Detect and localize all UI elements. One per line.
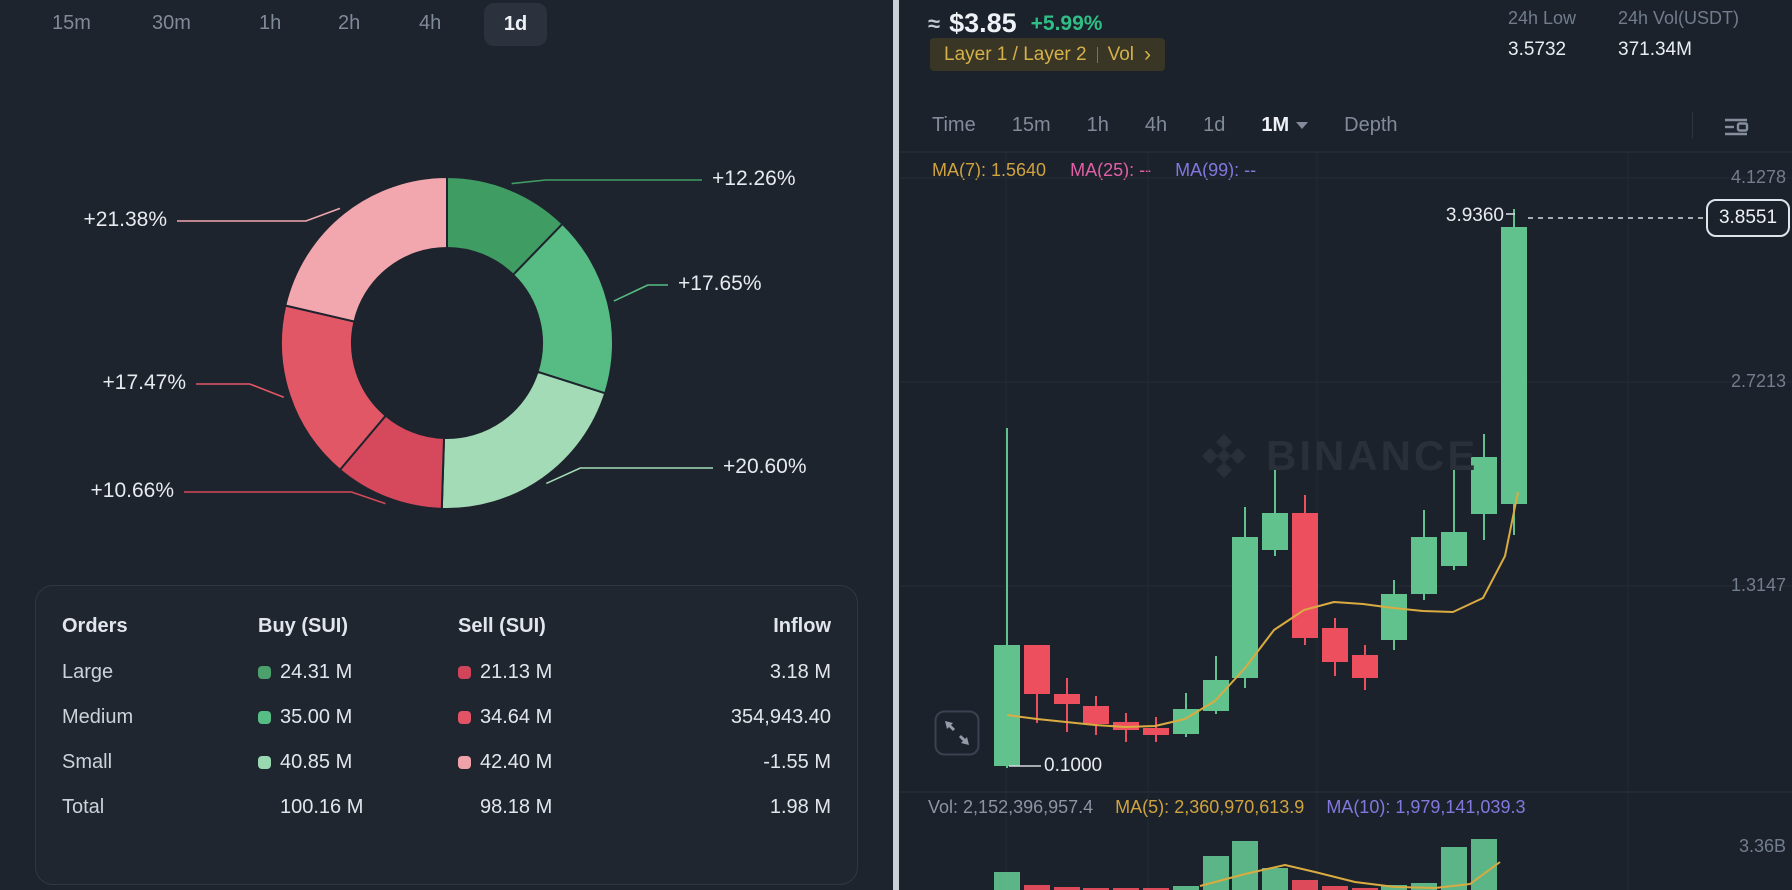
chart-panel-background (899, 0, 1792, 890)
donut-segment-label: +17.65% (678, 272, 762, 295)
interval-time[interactable]: Time (932, 113, 976, 136)
donut-segment-label: +17.47% (102, 371, 187, 394)
tag-categories-label: Layer 1 / Layer 2 (944, 43, 1087, 65)
vol-ma5-value: MA(5): 2,360,970,613.9 (1115, 797, 1305, 817)
tab-30m[interactable]: 30m (152, 12, 191, 34)
toolbar-divider (1692, 112, 1693, 138)
buy-dot (258, 711, 271, 724)
expand-chart-button[interactable] (934, 710, 980, 756)
price-axis-label: 4.1278 (1730, 167, 1786, 187)
ma99-value: MA(99): -- (1175, 160, 1257, 180)
chevron-down-icon (1296, 121, 1309, 129)
vol-value: Vol: 2,152,396,957.4 (928, 797, 1094, 817)
interval-4h[interactable]: 4h (1144, 113, 1168, 136)
ma-indicator-row: MA(7): 1.5640 MA(25): -- MA(99): -- (932, 160, 1256, 181)
orders-table-header: Orders Buy (SUI) Sell (SUI) Inflow (62, 602, 831, 650)
last-price-usd: $3.85 (949, 8, 1017, 38)
price-change-percent: +5.99% (1030, 11, 1103, 35)
tag-separator (1096, 46, 1098, 63)
buy-dot (258, 756, 271, 769)
tab-1h[interactable]: 1h (259, 12, 282, 34)
chart-settings-icon[interactable] (1722, 113, 1750, 141)
donut-segment-label: +21.38% (83, 208, 168, 231)
category-tag[interactable]: Layer 1 / Layer 2 Vol › (930, 38, 1166, 71)
panel-divider[interactable] (893, 0, 899, 890)
chevron-right-icon: › (1144, 43, 1152, 66)
interval-1d[interactable]: 1d (1203, 113, 1226, 136)
volume-axis-label: 3.36B (1738, 836, 1786, 856)
price-axis-label: 2.7213 (1730, 371, 1786, 391)
volume-indicator-row: Vol: 2,152,396,957.4 MA(5): 2,360,970,61… (928, 797, 1525, 818)
tab-15m[interactable]: 15m (52, 12, 91, 34)
sell-dot (458, 711, 471, 724)
interval-15m[interactable]: 15m (1011, 113, 1051, 136)
sell-dot (458, 666, 471, 679)
donut-segment-label: +20.60% (723, 455, 807, 478)
donut-segment-label: +10.66% (90, 479, 175, 502)
interval-1m-dropdown[interactable]: 1M (1261, 114, 1309, 137)
buy-dot (258, 666, 271, 679)
candle-high-label: 3.9360 (1445, 205, 1504, 226)
stat-24h-low: 24h Low 3.5732 (1508, 8, 1577, 60)
price-header: ≈ $3.85 +5.99% (928, 8, 1102, 39)
tab-1d-active[interactable]: 1d (484, 3, 547, 46)
table-row-large: Large 24.31 M 21.13 M 3.18 M (62, 661, 831, 683)
stat-24h-vol: 24h Vol(USDT) 371.34M (1618, 8, 1740, 60)
table-row-medium: Medium 35.00 M 34.64 M 354,943.40 (62, 706, 831, 728)
approx-sign: ≈ (928, 10, 941, 36)
sell-dot (458, 756, 471, 769)
last-price-tag[interactable]: 3.8551 (1706, 199, 1790, 237)
tab-4h[interactable]: 4h (419, 12, 442, 34)
donut-segment-label: +12.26% (712, 167, 796, 190)
table-row-small: Small 40.85 M 42.40 M -1.55 M (62, 751, 831, 773)
candle-low-label: 0.1000 (1044, 755, 1103, 776)
interval-toolbar: Time 15m 1h 4h 1d 1M Depth (932, 104, 1398, 146)
orders-table-card: Orders Buy (SUI) Sell (SUI) Inflow Large… (35, 585, 858, 885)
ma7-value: MA(7): 1.5640 (932, 160, 1047, 180)
price-axis-label: 1.3147 (1730, 575, 1786, 595)
tag-vol-label: Vol (1107, 43, 1135, 65)
col-buy: Buy (SUI) (258, 614, 348, 637)
col-orders: Orders (62, 614, 128, 637)
interval-1h[interactable]: 1h (1086, 113, 1109, 136)
col-sell: Sell (SUI) (458, 614, 546, 637)
interval-depth[interactable]: Depth (1344, 113, 1398, 136)
tab-2h[interactable]: 2h (338, 12, 361, 34)
col-inflow: Inflow (773, 614, 831, 637)
table-row-total: Total 100.16 M 98.18 M 1.98 M (62, 796, 831, 818)
vol-ma10-value: MA(10): 1,979,141,039.3 (1326, 797, 1526, 817)
ma25-value: MA(25): -- (1070, 160, 1152, 180)
